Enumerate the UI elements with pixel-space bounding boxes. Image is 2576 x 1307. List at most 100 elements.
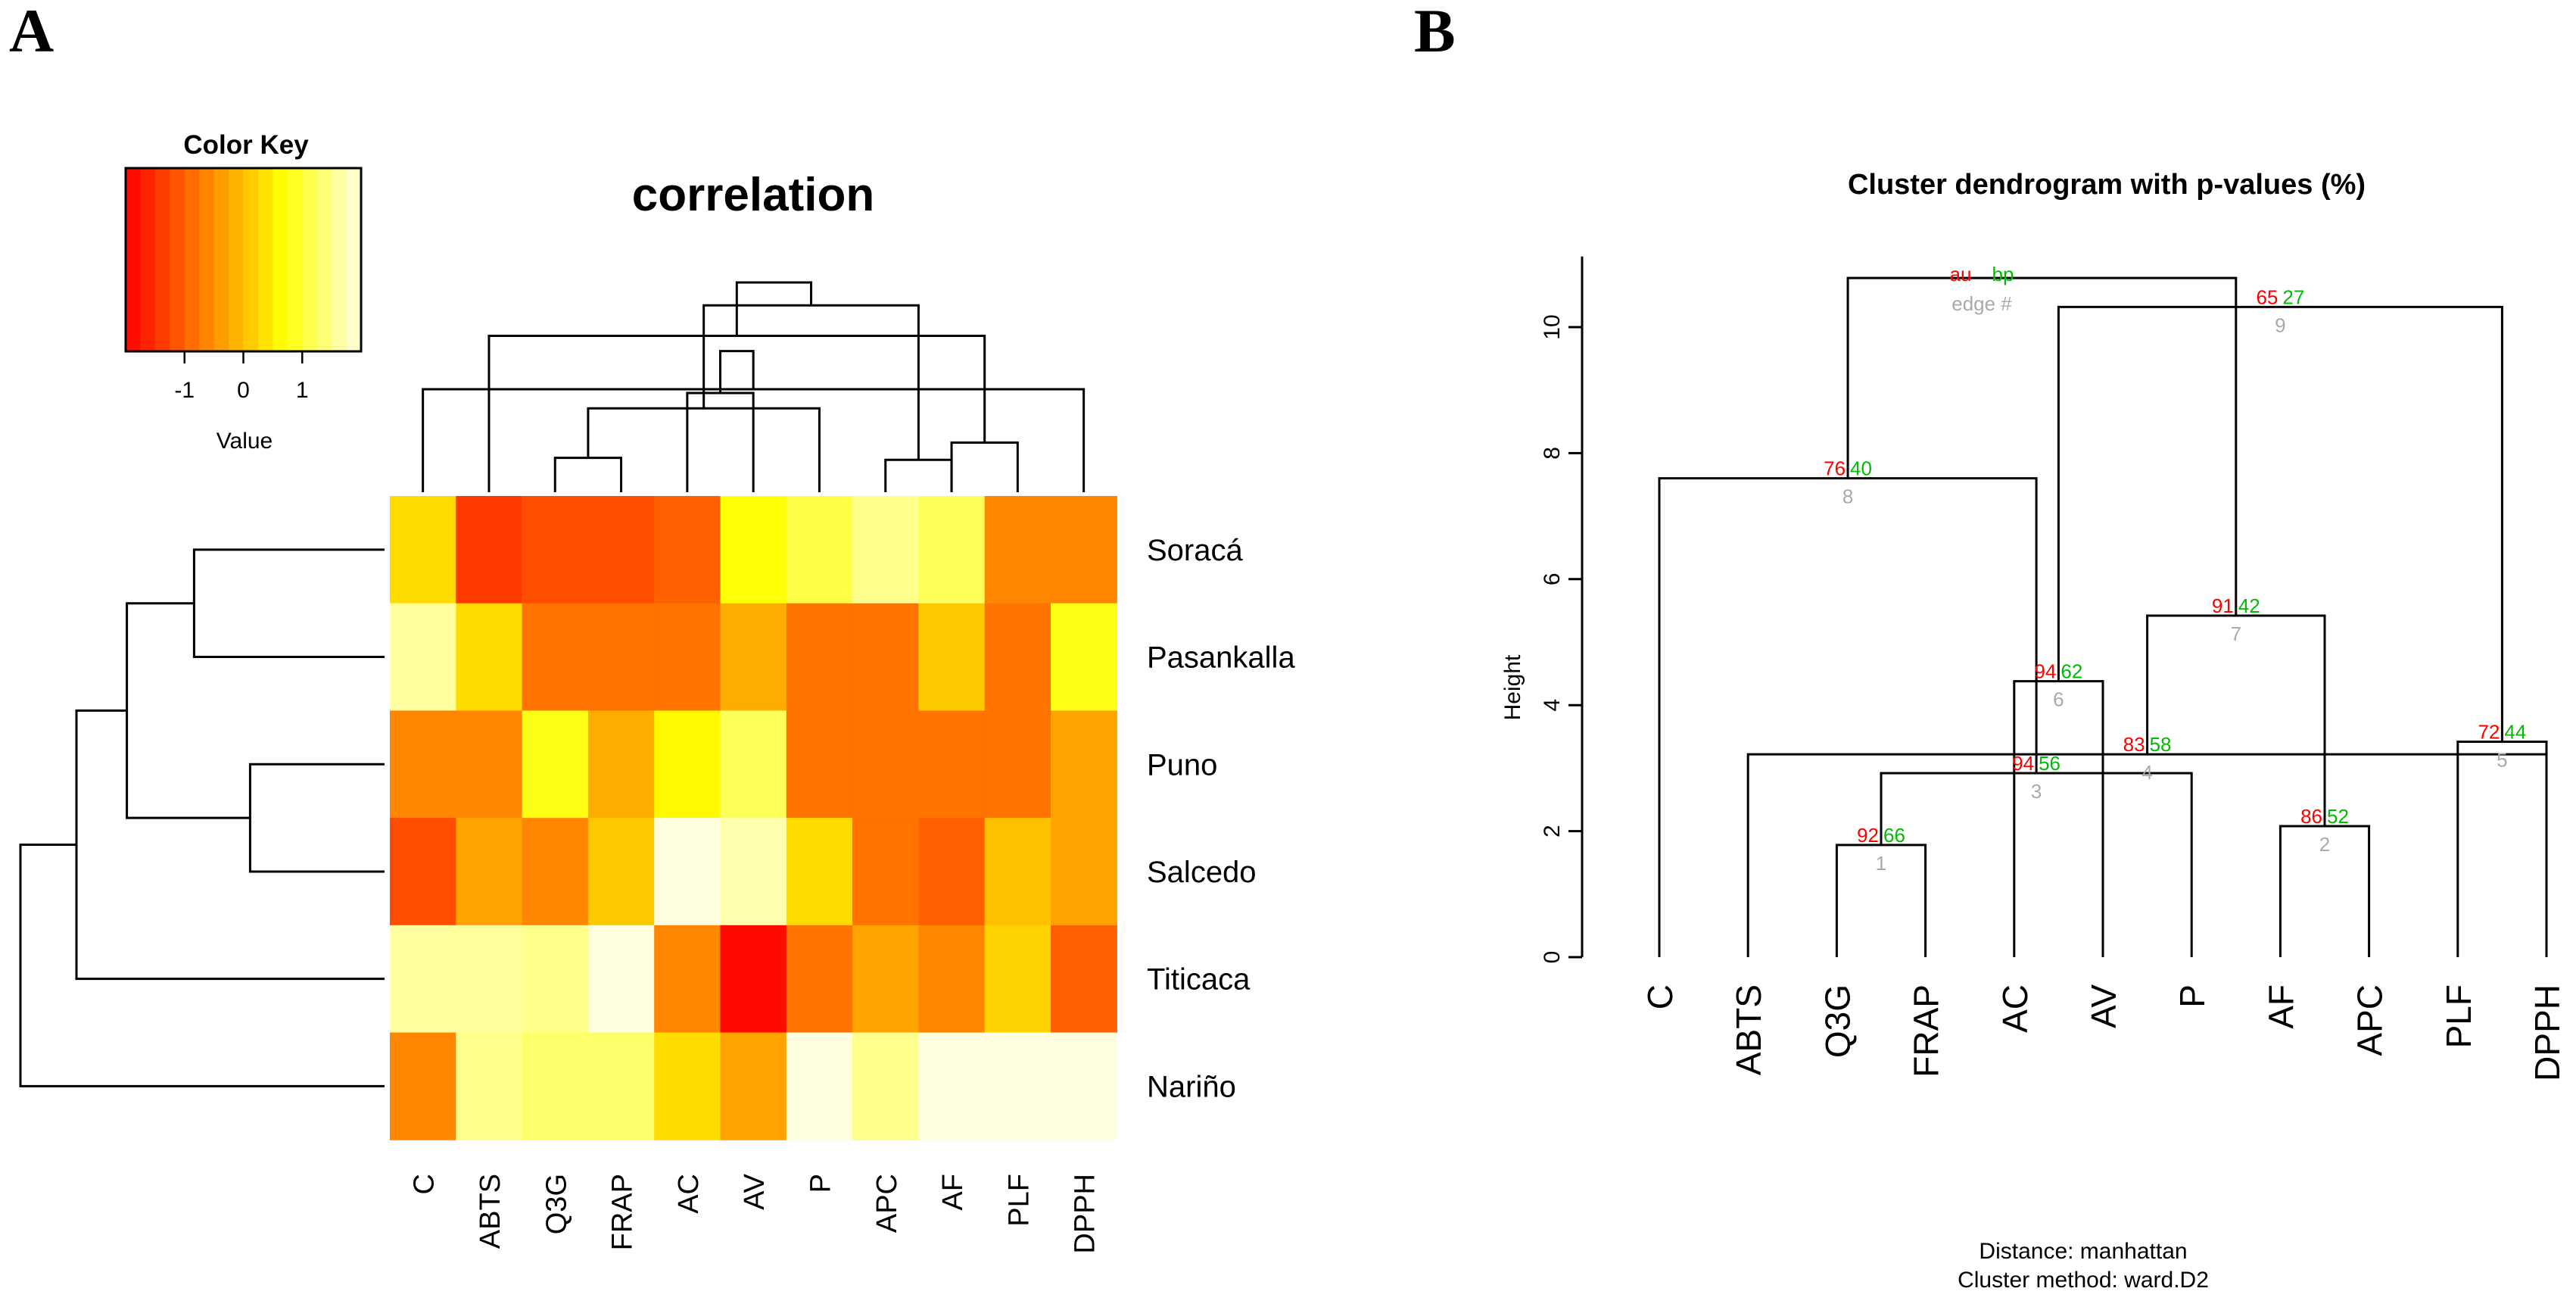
column-label: DPPH — [1070, 1174, 1101, 1254]
heatmap-cell — [587, 818, 655, 926]
color-key-step — [140, 168, 156, 351]
column-label: ABTS — [475, 1174, 506, 1249]
row-dendrogram-link — [248, 763, 385, 873]
color-key-step — [229, 168, 245, 351]
height-axis-tick-label: 0 — [1540, 951, 1565, 964]
bp-value: 44 — [2504, 720, 2526, 743]
legend: au bp edge # — [1950, 263, 2014, 315]
heatmap-cell — [654, 1032, 721, 1140]
heatmap-cell — [654, 496, 721, 604]
heatmap-cell — [456, 496, 523, 604]
dendrogram-tree — [1658, 276, 2548, 957]
height-axis-tick-label: 10 — [1540, 314, 1565, 339]
color-key-gradient — [126, 168, 362, 351]
leaf-label: P — [2173, 984, 2212, 1008]
height-axis-label: Height — [1500, 654, 1525, 720]
color-key-step — [154, 168, 170, 351]
color-key-step — [199, 168, 215, 351]
au-value: 94 — [2012, 752, 2034, 775]
au-value: 83 — [2123, 733, 2145, 756]
dendrogram-link — [1658, 477, 2038, 957]
heatmap-cell — [918, 818, 986, 926]
heatmap-cell — [587, 1032, 655, 1140]
column-label: Q3G — [540, 1174, 572, 1234]
row-dendrogram-link — [75, 709, 385, 981]
heatmap-cell — [456, 603, 523, 711]
heatmap-cell — [852, 1032, 919, 1140]
heatmap-cell — [720, 818, 787, 926]
height-axis-tick-label: 8 — [1540, 447, 1565, 460]
au-value: 86 — [2300, 805, 2322, 828]
legend-edge: edge # — [1951, 292, 2012, 315]
leaf-label: AV — [2084, 984, 2123, 1028]
edge-number: 8 — [1842, 485, 1853, 508]
heatmap-cell — [1051, 818, 1117, 926]
heatmap-cell — [587, 496, 655, 604]
color-key-step — [332, 168, 347, 351]
leaf-label: AC — [1995, 984, 2035, 1033]
leaf-label: C — [1640, 984, 1680, 1009]
heatmap-cell — [720, 710, 787, 819]
color-key-title: Color Key — [183, 130, 309, 160]
bp-value: 42 — [2238, 594, 2260, 617]
heatmap-cell — [918, 603, 986, 711]
heatmap-cell — [720, 925, 787, 1034]
au-value: 94 — [2034, 660, 2056, 683]
bp-value: 56 — [2039, 752, 2060, 775]
heatmap-cell — [522, 925, 589, 1034]
row-label: Puno — [1147, 748, 1217, 781]
method-note: Cluster method: ward.D2 — [1958, 1268, 2209, 1293]
heatmap-cells — [390, 496, 1117, 1140]
heatmap-cell — [852, 603, 919, 711]
heatmap-cell — [852, 925, 919, 1034]
heatmap-cell — [654, 818, 721, 926]
heatmap-cell — [522, 710, 589, 819]
heatmap-cell — [1051, 710, 1117, 819]
row-label: Titicaca — [1147, 963, 1251, 997]
heatmap-cell — [390, 925, 456, 1034]
heatmap-cell — [456, 818, 523, 926]
heatmap-cell — [456, 925, 523, 1034]
height-axis-tick-label: 4 — [1540, 699, 1565, 712]
edge-number: 9 — [2275, 313, 2285, 336]
leaf-label: FRAP — [1907, 984, 1946, 1078]
heatmap-cell — [720, 496, 787, 604]
row-dendrogram-link — [19, 844, 385, 1087]
dendrogram-link — [2456, 740, 2548, 957]
heatmap-cell — [786, 818, 853, 926]
column-label: P — [805, 1174, 836, 1193]
bp-value: 27 — [2282, 285, 2304, 308]
column-dendrogram-link — [884, 458, 953, 492]
leaf-label: DPPH — [2528, 984, 2567, 1081]
color-key-step — [287, 168, 303, 351]
heatmap-cell — [984, 925, 1051, 1034]
heatmap-cell — [390, 710, 456, 819]
bp-value: 58 — [2150, 733, 2172, 756]
heatmap-cell — [720, 1032, 787, 1140]
edge-number: 2 — [2319, 833, 2330, 856]
column-dendrogram — [422, 281, 1086, 492]
heatmap-cell — [918, 925, 986, 1034]
heatmap-cell — [390, 496, 456, 604]
color-key-xlabel: Value — [216, 429, 273, 454]
au-value: 72 — [2478, 720, 2500, 743]
legend-bp: bp — [1992, 263, 2014, 285]
column-dendrogram-link — [950, 441, 1019, 492]
distance-note: Distance: manhattan — [1979, 1239, 2187, 1264]
row-label: Soracá — [1147, 534, 1243, 567]
edge-number: 4 — [2141, 761, 2152, 784]
heatmap-cell — [522, 1032, 589, 1140]
column-label: APC — [871, 1174, 903, 1233]
edge-number: 7 — [2231, 622, 2241, 645]
heatmap-cell — [1051, 925, 1117, 1034]
color-key-tick-label: -1 — [174, 378, 195, 403]
dendrogram-link — [2013, 680, 2104, 957]
column-dendrogram-link — [719, 350, 755, 394]
heatmap-cell — [786, 603, 853, 711]
heatmap-cell — [918, 710, 986, 819]
heatmap-cell — [786, 925, 853, 1034]
column-dendrogram-link — [553, 457, 623, 492]
heatmap-cell — [720, 603, 787, 711]
edge-number: 3 — [2031, 780, 2042, 803]
